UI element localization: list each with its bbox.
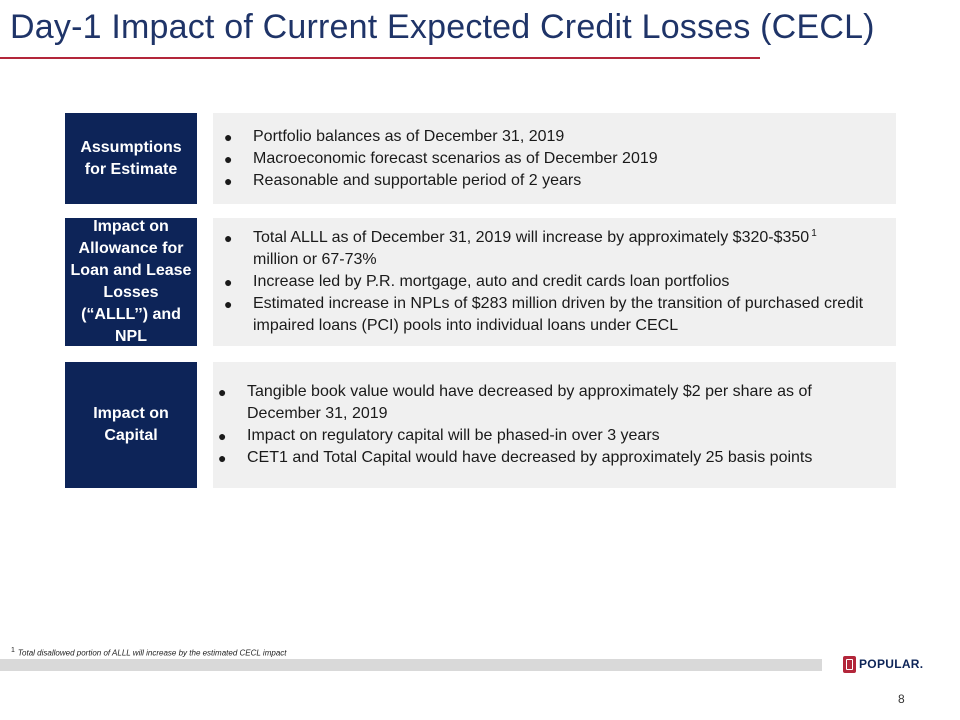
title-divider [0,57,760,59]
popular-logo-icon [843,655,856,673]
bullet-list: ● Tangible book value would have decrease… [218,381,876,469]
page-number: 8 [898,692,905,706]
list-item: ● Tangible book value would have decrease… [218,383,812,422]
page-title: Day-1 Impact of Current Expected Credit … [10,8,875,46]
footnote-marker: 1 [811,228,817,239]
bullet-icon: ● [224,172,233,189]
footnote-marker: 1 [11,647,15,654]
bullet-icon: ● [218,384,227,400]
list-item: ● Portfolio balances as of December 31, 2… [224,126,658,148]
list-item: ● Increase led by P.R. mortgage, auto and… [224,271,876,293]
bullet-icon: ● [224,150,233,167]
bullet-icon: ● [218,450,227,466]
list-item: ● Estimated increase in NPLs of $283 mill… [224,295,864,334]
section-content-assumptions: ● Portfolio balances as of December 31, 2… [213,113,896,204]
logo-text: POPULAR. [859,657,924,671]
list-item: ● Reasonable and supportable period of 2 … [224,170,658,192]
section-content-allowance: ● Total ALLL as of December 31, 2019 will… [213,218,896,346]
popular-logo: POPULAR. [843,654,923,674]
list-item: ● Impact on regulatory capital will be ph… [218,425,876,447]
bullet-icon: ● [224,230,233,246]
footnote: 1 Total disallowed portion of ALLL will i… [11,647,287,658]
bullet-icon: ● [224,296,233,312]
list-item: ● Macroeconomic forecast scenarios as of … [224,148,658,170]
list-item: ● Total ALLL as of December 31, 2019 will… [224,228,817,268]
bullet-list: ● Portfolio balances as of December 31, 2… [224,126,658,192]
section-content-capital: ● Tangible book value would have decrease… [213,362,896,488]
section-label-allowance: Impact on Allowance for Loan and Lease L… [65,218,197,346]
section-label-assumptions: Assumptions for Estimate [65,113,197,204]
bullet-icon: ● [218,428,227,444]
footer-bar [0,659,822,671]
bullet-list: ● Total ALLL as of December 31, 2019 will… [224,227,876,337]
section-label-capital: Impact on Capital [65,362,197,488]
bullet-icon: ● [224,128,233,145]
list-item: ● CET1 and Total Capital would have decre… [218,447,876,469]
bullet-icon: ● [224,274,233,290]
